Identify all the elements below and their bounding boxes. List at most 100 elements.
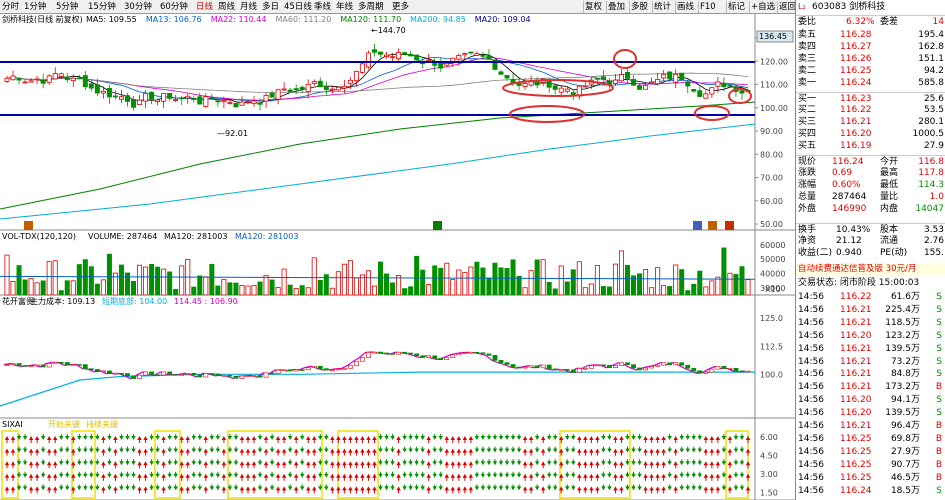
candle-body — [215, 100, 221, 103]
ind-candle — [64, 362, 70, 366]
volume-bar — [643, 268, 649, 296]
up-arrow-icon — [342, 436, 347, 440]
toolbar-btn-0[interactable]: 复权 — [585, 2, 603, 12]
down-arrow-icon — [390, 473, 395, 478]
period-tab-13[interactable]: 多周期 — [358, 2, 384, 12]
period-tab-8[interactable]: 月线 — [240, 2, 258, 12]
stat-label: 现价 — [798, 157, 817, 167]
volume-bar — [733, 274, 739, 296]
up-arrow-icon — [354, 448, 359, 453]
ind-candle — [661, 362, 667, 366]
vol-y-tick: 50000 — [760, 255, 785, 264]
ind-candle — [209, 373, 215, 375]
up-arrow-icon — [330, 486, 335, 491]
down-arrow-icon — [498, 448, 504, 453]
period-tab-12[interactable]: 年线 — [336, 2, 354, 12]
down-arrow-icon — [420, 436, 425, 440]
up-arrow-icon — [649, 486, 654, 491]
period-tab-10[interactable]: 45日线 — [284, 2, 312, 12]
toolbar-btn-6[interactable]: 标记 — [728, 2, 746, 12]
up-arrow-icon — [185, 473, 190, 478]
down-arrow-icon — [173, 486, 178, 491]
up-arrow-icon — [396, 473, 401, 478]
up-arrow-icon — [221, 448, 227, 453]
period-tab-0[interactable]: 分时 — [2, 2, 20, 12]
down-arrow-icon — [420, 486, 425, 491]
period-tab-2[interactable]: 5分钟 — [56, 2, 79, 12]
down-arrow-icon — [607, 448, 612, 453]
sig-y-tick: 4.50 — [760, 451, 778, 460]
up-arrow-icon — [450, 461, 456, 466]
stat-value: 14047 — [915, 204, 944, 214]
down-arrow-icon — [191, 473, 196, 478]
down-arrow-icon — [65, 448, 70, 453]
down-arrow-icon — [553, 473, 558, 478]
down-arrow-icon — [631, 461, 636, 466]
ind-candle — [486, 353, 492, 356]
toolbar-btn-8[interactable]: 返回 — [779, 2, 797, 12]
period-tab-7[interactable]: 周线 — [218, 2, 236, 12]
down-arrow-icon — [402, 448, 407, 453]
toolbar-btn-3[interactable]: 统计 — [654, 2, 672, 12]
up-arrow-icon — [312, 486, 317, 491]
ind-candle — [432, 355, 438, 359]
volume-bar — [378, 261, 384, 296]
period-tab-1[interactable]: 1分钟 — [24, 2, 47, 12]
period-tab-4[interactable]: 30分钟 — [124, 2, 152, 12]
tick-side: S — [936, 395, 942, 406]
period-tab-9[interactable]: 多日 — [262, 2, 280, 12]
period-tab-5[interactable]: 60分钟 — [160, 2, 188, 12]
down-arrow-icon — [299, 486, 305, 491]
down-arrow-icon — [197, 436, 202, 440]
candle-body — [715, 81, 721, 87]
period-tab-3[interactable]: 15分钟 — [88, 2, 116, 12]
ind-candle — [468, 351, 474, 354]
promo-banner[interactable]: 自动续费通达信普及版 30元/月 — [796, 263, 945, 276]
ind-candle — [317, 365, 323, 369]
down-arrow-icon — [119, 448, 124, 453]
down-arrow-icon — [384, 448, 389, 453]
ind-candle — [498, 360, 504, 363]
down-arrow-icon — [95, 473, 100, 478]
tick-row: 14:56 116.25 69.8万 B — [796, 433, 945, 445]
down-arrow-icon — [667, 473, 672, 478]
toolbar-btn-1[interactable]: 叠加 — [608, 2, 626, 12]
candle-body — [661, 73, 667, 79]
bid-price: 116.23 — [840, 94, 872, 104]
ind-candle — [727, 367, 733, 370]
ask-row: 卖二 116.25 94.2 — [796, 65, 945, 77]
down-arrow-icon — [516, 473, 522, 478]
up-arrow-icon — [101, 486, 106, 491]
trade-status: 交易状态: 闭市阶段 15:00:03 — [798, 278, 920, 288]
toolbar-btn-4[interactable]: 画线 — [677, 2, 695, 12]
down-arrow-icon — [679, 486, 684, 491]
up-arrow-icon — [348, 461, 353, 466]
up-arrow-icon — [185, 486, 190, 491]
volume-bar — [173, 288, 179, 296]
up-arrow-icon — [444, 473, 449, 478]
up-arrow-icon — [396, 486, 401, 491]
tick-time: 14:56 — [798, 485, 824, 496]
tick-price: 116.20 — [840, 395, 872, 406]
down-arrow-icon — [209, 448, 215, 453]
up-arrow-icon — [528, 473, 534, 478]
tick-price: 116.21 — [840, 356, 872, 367]
volume-bar — [106, 253, 112, 296]
y-tick-label: 90.00 — [760, 127, 783, 136]
up-arrow-icon — [10, 473, 16, 478]
volume-bar — [540, 259, 546, 296]
candle-body — [161, 93, 167, 102]
stat-row: 总量 287464 量比 1.0 — [796, 191, 945, 203]
up-arrow-icon — [426, 461, 431, 466]
tick-volume: 84.8万 — [890, 369, 920, 380]
period-tab-11[interactable]: 季线 — [314, 2, 332, 12]
toolbar-btn-5[interactable]: F10 — [700, 2, 716, 12]
wb-label: 委比 — [798, 17, 817, 27]
toolbar-btn-2[interactable]: 多股 — [631, 2, 649, 12]
up-arrow-icon — [251, 436, 257, 440]
period-tab-14[interactable]: 更多 — [392, 2, 410, 12]
period-tab-6[interactable]: 日线 — [196, 2, 214, 12]
down-arrow-icon — [637, 448, 642, 453]
up-arrow-icon — [179, 448, 184, 453]
toolbar-btn-7[interactable]: +自选 — [751, 2, 776, 12]
